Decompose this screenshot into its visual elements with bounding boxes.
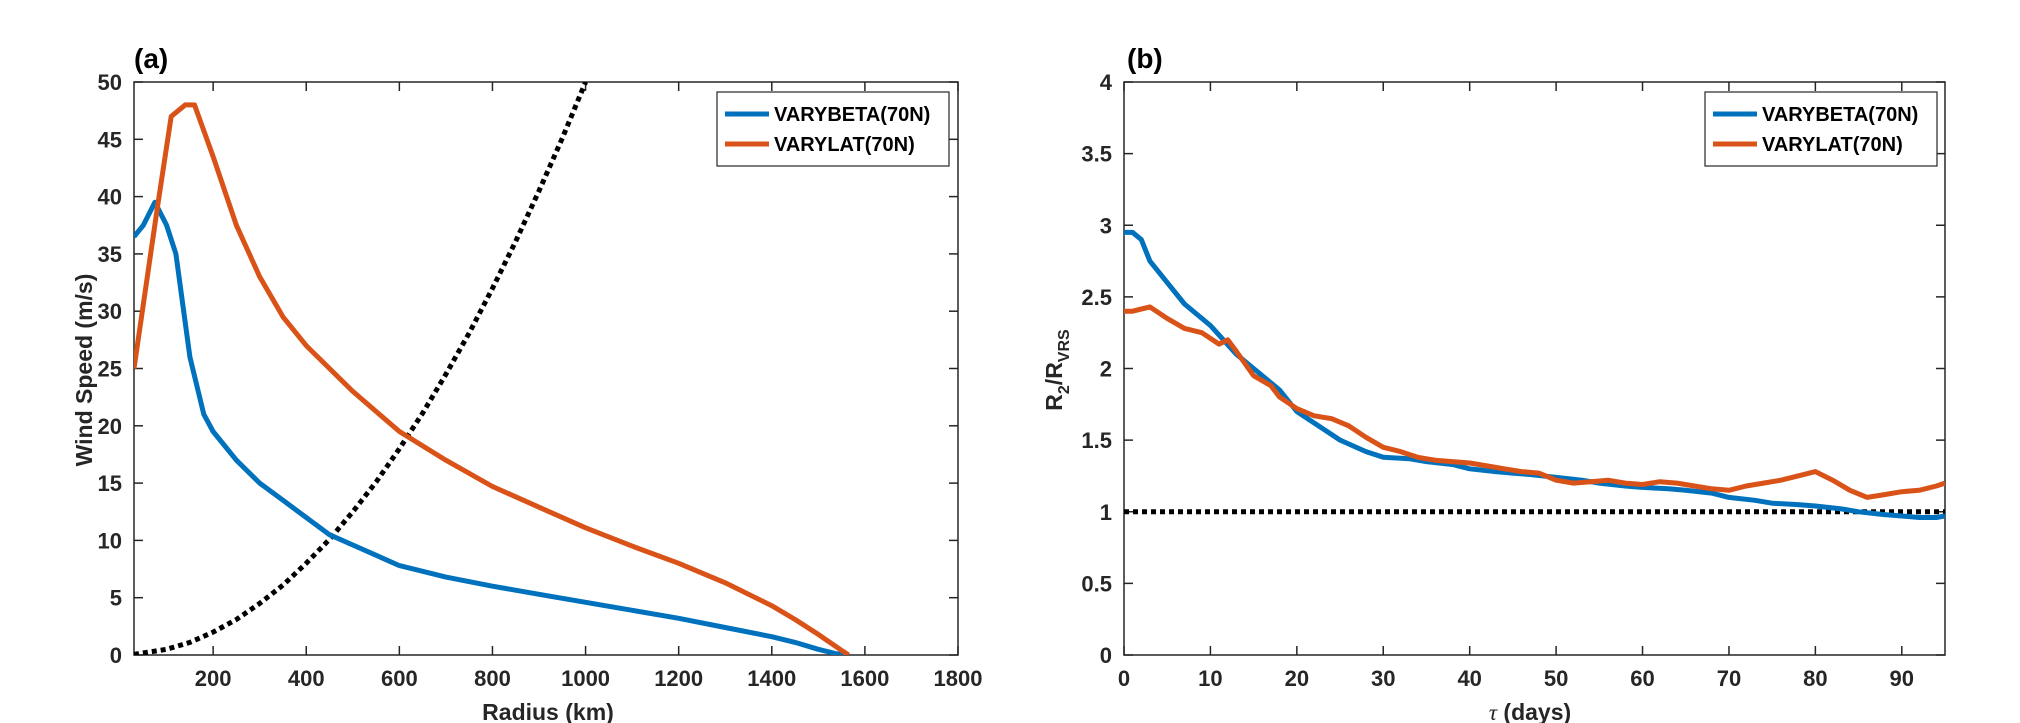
y-tick-label: 15 <box>98 471 122 496</box>
x-tick-label: 200 <box>195 666 232 691</box>
y-tick-label: 0 <box>110 643 122 668</box>
x-tick-label: 50 <box>1544 666 1568 691</box>
y-tick-label: 5 <box>110 586 122 611</box>
panel-b: (b) 0 10 20 30 40 50 60 70 80 90 0 0.5 1 1.5 2 2.5 3 3.5 4… <box>1041 43 1946 723</box>
x-tick-label: 20 <box>1285 666 1309 691</box>
y-tick-label: 10 <box>98 528 122 553</box>
series-line-varylat-70n- <box>134 102 850 655</box>
x-tick-label: 10 <box>1198 666 1222 691</box>
x-tick-label: 1800 <box>934 666 983 691</box>
x-tick-label: 400 <box>288 666 325 691</box>
y-tick-label: 1.5 <box>1081 428 1112 453</box>
x-tick-label: 70 <box>1717 666 1741 691</box>
panel-b-label: (b) <box>1127 43 1163 74</box>
y-label-sub-vrs: VRS <box>1056 329 1073 362</box>
y-label-slash-r: /R <box>1041 362 1067 385</box>
panel-a: (a) 200 400 600 800 1000 1200 1400 1600 1800 0 5 10… <box>71 43 982 723</box>
series-group <box>1124 229 1945 520</box>
panel-a-y-axis-label: Wind Speed (m/s) <box>71 274 97 467</box>
plot-frame <box>1123 81 1946 656</box>
panel-a-label: (a) <box>134 43 168 74</box>
x-tick-label: 0 <box>1118 666 1130 691</box>
panel-b-legend: VARYBETA(70N) VARYLAT(70N) <box>1704 91 1938 167</box>
y-tick-label: 3 <box>1100 213 1112 238</box>
legend-label: VARYLAT(70N) <box>774 134 915 156</box>
plot-frame <box>133 81 959 656</box>
panel-b-x-axis-label: τ (days) <box>1489 699 1571 723</box>
x-tick-label: 1000 <box>561 666 610 691</box>
series-line-varybeta-70n- <box>134 199 847 655</box>
x-tick-label: 1600 <box>840 666 889 691</box>
y-tick-label: 0.5 <box>1081 571 1112 596</box>
panel-a-x-axis-label: Radius (km) <box>482 699 614 723</box>
y-tick-label: 40 <box>98 185 122 210</box>
panel-b-x-axis-unit: (days) <box>1497 699 1571 723</box>
x-tick-label: 40 <box>1457 666 1481 691</box>
series-group <box>134 82 850 655</box>
tau-symbol: τ <box>1489 700 1498 723</box>
x-tick-label: 600 <box>381 666 418 691</box>
y-tick-label: 2 <box>1100 357 1112 382</box>
x-tick-label: 1400 <box>747 666 796 691</box>
y-label-r: R <box>1041 394 1067 411</box>
legend-label: VARYBETA(70N) <box>774 104 930 126</box>
series-line-varylat-70n- <box>1124 304 1945 500</box>
y-tick-label: 4 <box>1100 70 1113 95</box>
y-tick-label: 35 <box>98 242 122 267</box>
panel-b-y-axis-label: R2/RVRS <box>1041 329 1073 411</box>
x-tick-label: 800 <box>474 666 511 691</box>
panel-b-plot-area: 0 10 20 30 40 50 60 70 80 90 0 0.5 1 1.5 2 2.5 3 3.5 4 <box>1081 70 1946 691</box>
y-tick-label: 3.5 <box>1081 142 1112 167</box>
y-tick-label: 20 <box>98 414 122 439</box>
x-tick-label: 30 <box>1371 666 1395 691</box>
x-tick-label: 1200 <box>654 666 703 691</box>
y-tick-label: 50 <box>98 70 122 95</box>
panel-a-legend: VARYBETA(70N) VARYLAT(70N) <box>716 91 950 167</box>
reference-dotted-line <box>134 82 588 655</box>
legend-box <box>716 91 950 167</box>
y-tick-label: 0 <box>1100 643 1112 668</box>
y-tick-label: 2.5 <box>1081 285 1112 310</box>
y-tick-label: 30 <box>98 299 122 324</box>
y-tick-label: 25 <box>98 357 122 382</box>
y-tick-label: 1 <box>1100 500 1112 525</box>
legend-label: VARYLAT(70N) <box>1762 134 1903 156</box>
panel-a-plot-area: 200 400 600 800 1000 1200 1400 1600 1800 0 5 10 15 20… <box>98 70 983 691</box>
y-label-sub-2: 2 <box>1056 385 1073 394</box>
x-tick-label: 90 <box>1890 666 1914 691</box>
legend-box <box>1704 91 1938 167</box>
legend-label: VARYBETA(70N) <box>1762 104 1918 126</box>
y-tick-label: 45 <box>98 127 122 152</box>
x-tick-label: 80 <box>1803 666 1827 691</box>
x-tick-label: 60 <box>1630 666 1654 691</box>
